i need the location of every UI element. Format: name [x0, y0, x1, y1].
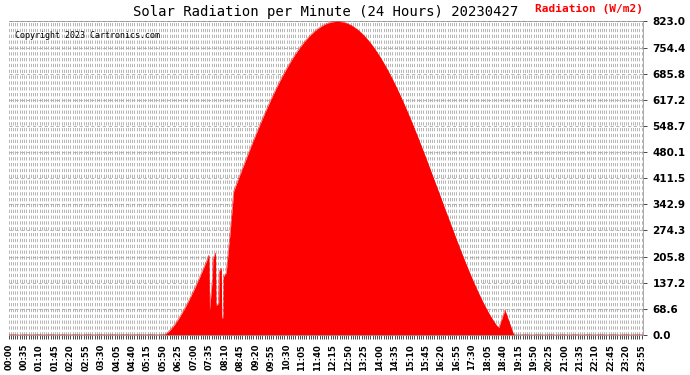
Text: Copyright 2023 Cartronics.com: Copyright 2023 Cartronics.com: [15, 31, 160, 40]
Title: Solar Radiation per Minute (24 Hours) 20230427: Solar Radiation per Minute (24 Hours) 20…: [133, 5, 519, 19]
Text: Radiation (W/m2): Radiation (W/m2): [535, 3, 644, 13]
